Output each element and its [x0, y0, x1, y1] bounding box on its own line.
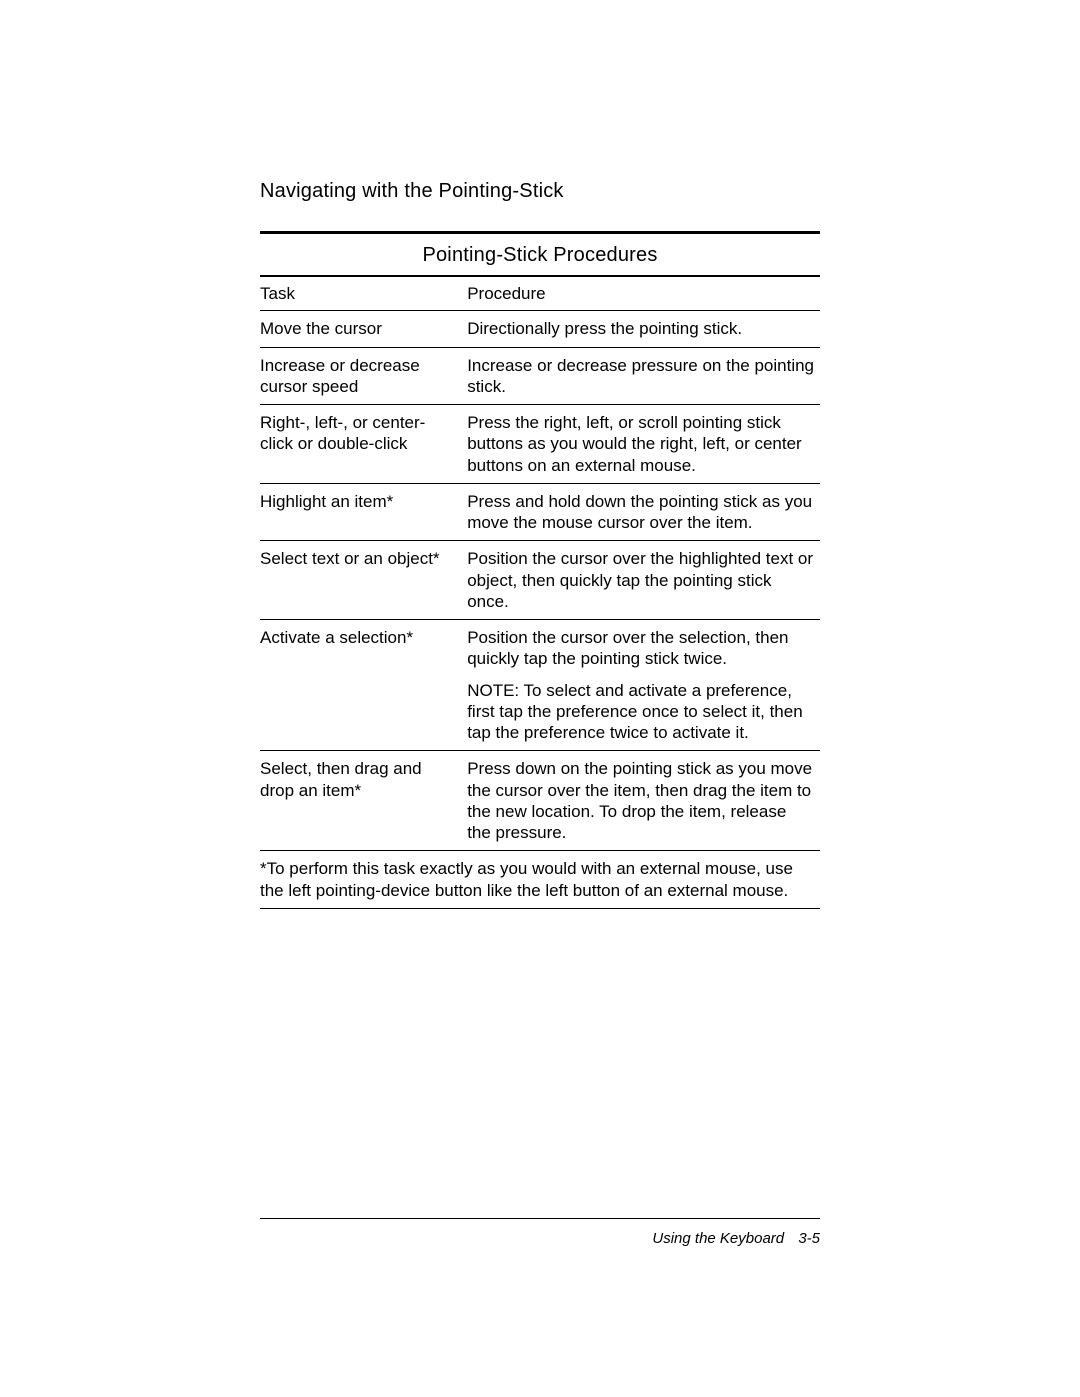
col-header-task: Task: [260, 276, 467, 311]
table-row: Highlight an item* Press and hold down t…: [260, 483, 820, 541]
task-cell: Activate a selection*: [260, 620, 467, 751]
procedure-cell: Press the right, left, or scroll pointin…: [467, 405, 820, 484]
procedure-cell: Press down on the pointing stick as you …: [467, 751, 820, 851]
task-cell: Move the cursor: [260, 311, 467, 347]
table-title: Pointing-Stick Procedures: [260, 231, 820, 275]
procedure-cell: Press and hold down the pointing stick a…: [467, 483, 820, 541]
col-header-procedure: Procedure: [467, 276, 820, 311]
procedure-text: Position the cursor over the selection, …: [467, 627, 814, 670]
table-row: Select text or an object* Position the c…: [260, 541, 820, 620]
footer-page-number: 3-5: [798, 1230, 820, 1247]
table-row: Right-, left-, or center-click or double…: [260, 405, 820, 484]
procedure-cell: Directionally press the pointing stick.: [467, 311, 820, 347]
table-row: Increase or decrease cursor speed Increa…: [260, 347, 820, 405]
section-heading: Navigating with the Pointing-Stick: [260, 180, 820, 203]
procedure-cell: Increase or decrease pressure on the poi…: [467, 347, 820, 405]
table-row: Move the cursor Directionally press the …: [260, 311, 820, 347]
page-footer: Using the Keyboard 3-5: [652, 1230, 820, 1247]
table-row: Select, then drag and drop an item* Pres…: [260, 751, 820, 851]
table-footnote-row: *To perform this task exactly as you wou…: [260, 851, 820, 909]
footer-rule: [260, 1218, 820, 1219]
note-prefix: NOTE:: [467, 681, 519, 700]
task-cell: Right-, left-, or center-click or double…: [260, 405, 467, 484]
task-cell: Highlight an item*: [260, 483, 467, 541]
procedure-cell: Position the cursor over the selection, …: [467, 620, 820, 751]
procedures-table-wrap: Pointing-Stick Procedures Task Procedure…: [260, 231, 820, 909]
table-row: Activate a selection* Position the curso…: [260, 620, 820, 751]
procedure-cell: Position the cursor over the highlighted…: [467, 541, 820, 620]
procedures-table: Task Procedure Move the cursor Direction…: [260, 275, 820, 909]
table-header-row: Task Procedure: [260, 276, 820, 311]
table-footnote: *To perform this task exactly as you wou…: [260, 851, 820, 909]
task-cell: Select text or an object*: [260, 541, 467, 620]
task-cell: Increase or decrease cursor speed: [260, 347, 467, 405]
task-cell: Select, then drag and drop an item*: [260, 751, 467, 851]
procedure-note: NOTE: To select and activate a preferenc…: [467, 680, 814, 744]
document-page: Navigating with the Pointing-Stick Point…: [0, 0, 1080, 1397]
footer-chapter: Using the Keyboard: [652, 1230, 784, 1247]
